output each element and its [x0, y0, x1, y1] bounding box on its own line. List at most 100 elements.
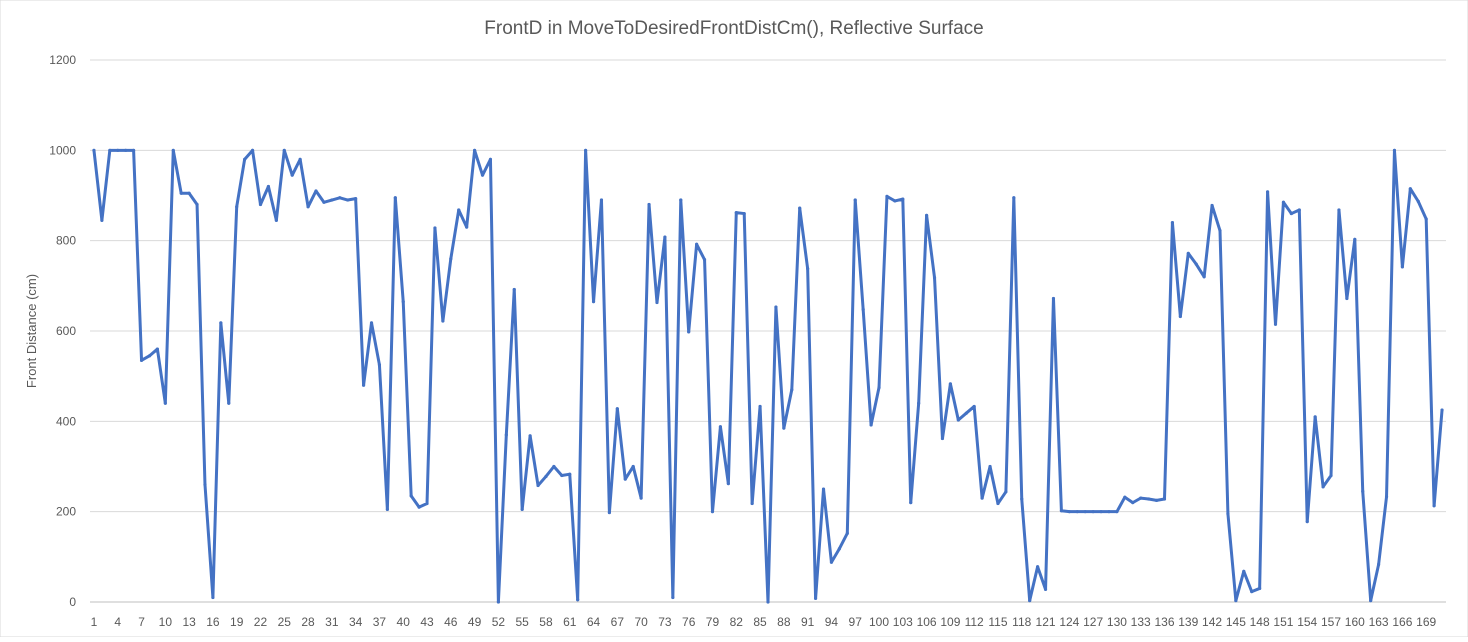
x-tick-label: 37: [373, 615, 387, 629]
data-point: [877, 385, 881, 390]
data-point: [1091, 510, 1095, 514]
data-point: [147, 354, 152, 358]
data-point: [1297, 208, 1301, 212]
data-point: [1147, 497, 1151, 501]
data-point: [401, 300, 405, 304]
data-point: [750, 501, 754, 506]
data-point: [92, 148, 96, 152]
data-point: [544, 474, 548, 479]
data-point: [1170, 221, 1175, 225]
data-point: [1305, 520, 1309, 524]
data-point: [647, 202, 651, 207]
data-point: [845, 531, 849, 535]
data-point: [496, 600, 500, 604]
data-point: [631, 464, 635, 469]
data-point: [520, 507, 524, 512]
data-point: [227, 401, 231, 405]
series-layer: [92, 148, 1444, 604]
data-point: [1083, 510, 1087, 514]
data-point: [829, 560, 834, 564]
data-point: [155, 347, 159, 351]
data-point: [1384, 495, 1389, 499]
data-point: [1020, 497, 1024, 501]
x-tick-label: 58: [539, 615, 553, 629]
data-point: [1004, 490, 1008, 494]
data-point: [1273, 322, 1278, 326]
x-tick-label: 121: [1036, 615, 1056, 629]
x-tick-label: 88: [777, 615, 791, 629]
data-point: [560, 473, 564, 478]
data-point: [322, 200, 326, 204]
data-point: [361, 383, 366, 387]
data-point: [885, 194, 889, 198]
data-point: [1099, 510, 1103, 514]
data-point: [568, 472, 572, 476]
data-point: [1067, 510, 1071, 514]
chart-title: FrontD in MoveToDesiredFrontDistCm(), Re…: [484, 18, 983, 39]
data-point: [1242, 569, 1246, 573]
x-tick-label: 151: [1273, 615, 1293, 629]
data-point: [790, 388, 794, 392]
x-tick-label: 40: [397, 615, 411, 629]
data-point: [1036, 565, 1040, 569]
data-point: [702, 258, 707, 262]
data-point: [235, 205, 239, 209]
data-point: [1289, 211, 1293, 216]
x-tick-label: 127: [1083, 615, 1103, 629]
data-point: [504, 433, 508, 437]
data-point: [187, 191, 191, 195]
data-point: [306, 205, 310, 209]
data-point: [108, 148, 112, 152]
data-point: [988, 464, 992, 469]
x-tick-label: 13: [182, 615, 196, 629]
x-tick-label: 130: [1107, 615, 1127, 629]
data-point: [1028, 599, 1032, 603]
data-point: [1329, 473, 1333, 478]
data-point: [742, 211, 746, 216]
data-point: [1043, 587, 1048, 591]
data-point: [607, 510, 612, 515]
data-point: [917, 401, 921, 405]
data-point: [203, 482, 207, 487]
data-point: [338, 196, 342, 200]
data-point: [623, 477, 627, 481]
data-point: [1210, 203, 1214, 208]
data-point: [679, 198, 683, 202]
x-tick-label: 19: [230, 615, 244, 629]
data-point: [1408, 187, 1412, 191]
data-point: [258, 202, 263, 207]
data-point: [449, 257, 453, 261]
data-point: [1012, 196, 1016, 200]
y-tick-label: 200: [56, 505, 76, 519]
data-point: [1400, 265, 1404, 269]
data-point: [964, 411, 968, 415]
data-point: [869, 423, 873, 427]
data-point: [179, 191, 183, 195]
data-point: [330, 198, 334, 202]
data-point: [171, 148, 175, 152]
data-point: [1258, 586, 1262, 591]
x-tick-label: 109: [940, 615, 960, 629]
data-point: [1250, 590, 1254, 594]
data-point: [932, 276, 937, 280]
data-point: [132, 148, 136, 152]
data-point: [813, 596, 818, 600]
data-point: [369, 321, 374, 325]
data-point: [584, 148, 588, 152]
data-point: [282, 148, 286, 152]
data-point: [1313, 415, 1317, 419]
x-tick-label: 94: [825, 615, 839, 629]
data-point: [1369, 599, 1373, 603]
data-point: [671, 595, 675, 600]
data-point: [821, 487, 826, 491]
data-point: [250, 148, 255, 152]
x-tick-label: 163: [1369, 615, 1389, 629]
data-point: [1162, 497, 1167, 501]
x-tick-label: 34: [349, 615, 363, 629]
data-point: [100, 218, 104, 222]
data-point: [139, 358, 144, 362]
x-tick-label: 106: [917, 615, 937, 629]
data-point: [718, 425, 723, 429]
data-point: [853, 198, 857, 202]
